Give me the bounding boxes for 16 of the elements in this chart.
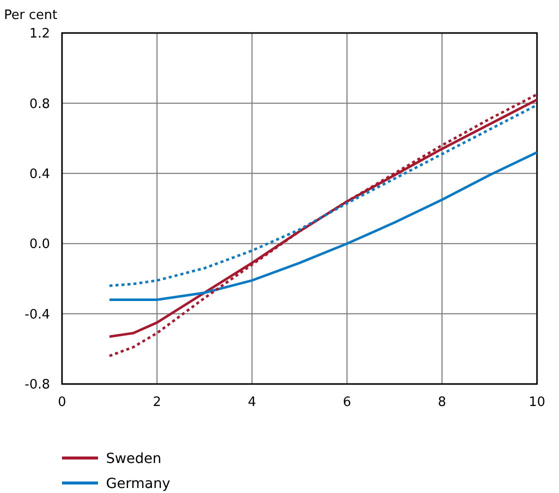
- y-tick-label: 0.0: [29, 237, 50, 252]
- y-tick-label: 0.8: [29, 96, 50, 112]
- legend-label: Sweden: [106, 450, 162, 467]
- x-tick-label: 6: [342, 395, 352, 410]
- y-tick-label: -0.4: [24, 307, 50, 322]
- y-tick-label: 0.4: [29, 166, 50, 182]
- x-tick-label: 0: [58, 395, 66, 410]
- line-series: [108, 151, 538, 302]
- x-tick-label: 8: [438, 395, 446, 410]
- x-tick-label: 2: [152, 395, 162, 410]
- y-tick-label: 1.2: [29, 26, 50, 42]
- legend-label: Germany: [106, 476, 170, 492]
- y-tick-label: -0.8: [24, 378, 50, 393]
- x-tick-label: 4: [248, 395, 256, 410]
- y-axis-title: Per cent: [4, 8, 58, 23]
- x-tick-label: 10: [528, 395, 546, 410]
